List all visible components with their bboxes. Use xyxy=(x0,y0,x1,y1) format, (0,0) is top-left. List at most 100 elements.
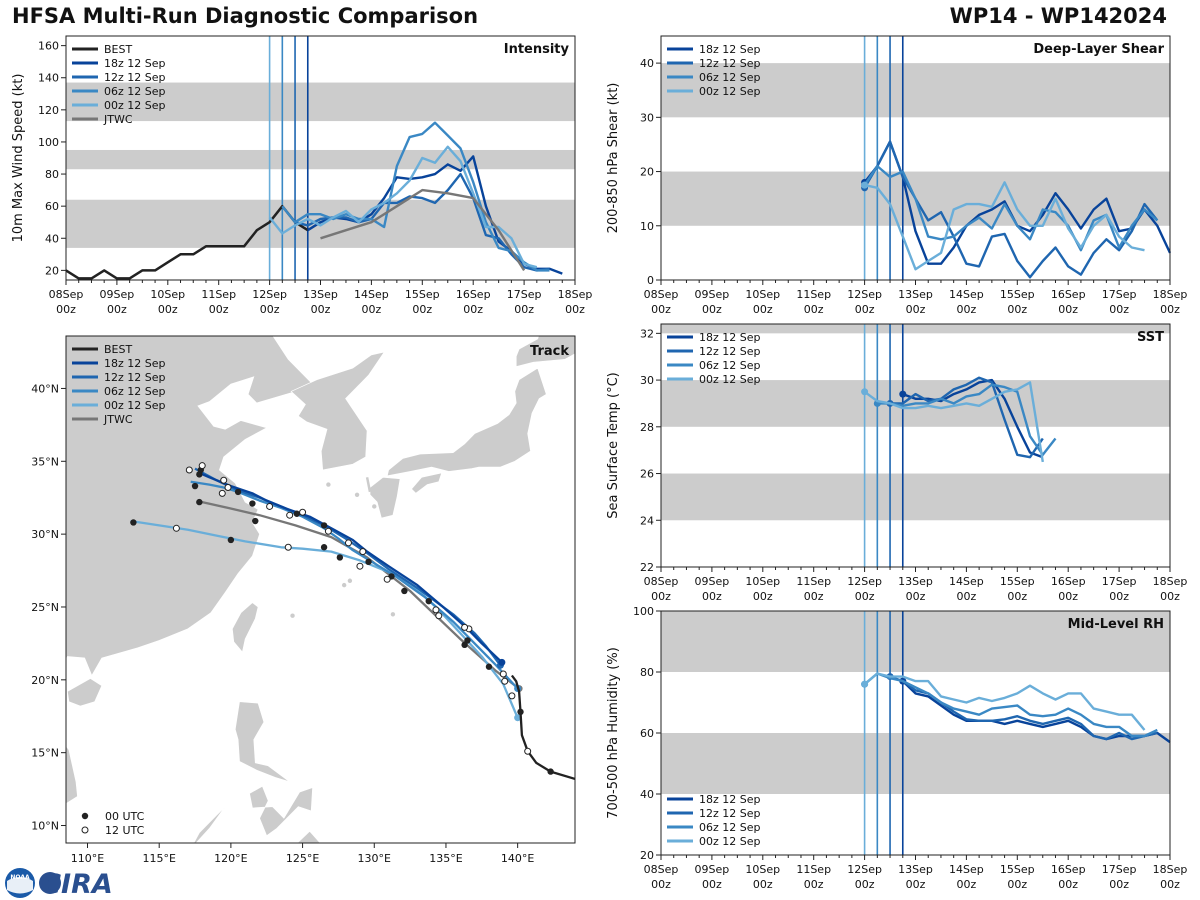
y-tick-label: 22 xyxy=(640,561,654,574)
x-tick-date: 15Sep xyxy=(405,288,440,301)
lat-tick-label: 25°N xyxy=(31,601,59,614)
x-tick-hour: 00z xyxy=(260,303,280,316)
x-tick-date: 11Sep xyxy=(796,863,831,876)
panel-title: Mid-Level RH xyxy=(1068,617,1164,632)
marker-00utc xyxy=(293,510,301,517)
x-tick-hour: 00z xyxy=(804,303,824,316)
marker-12utc xyxy=(299,508,307,516)
marker-12utc xyxy=(344,539,352,547)
legend-marker-12utc xyxy=(81,826,89,834)
small-island xyxy=(341,582,347,588)
y-axis-label: 10m Max Wind Speed (kt) xyxy=(11,74,26,243)
y-tick-label: 30 xyxy=(640,374,654,387)
lon-tick-label: 130°E xyxy=(358,852,391,865)
lon-tick-label: 110°E xyxy=(71,852,104,865)
x-tick-hour: 00z xyxy=(651,303,671,316)
x-tick-date: 18Sep xyxy=(1153,288,1188,301)
x-tick-date: 13Sep xyxy=(898,288,933,301)
mainland-china xyxy=(66,336,318,677)
honshu xyxy=(386,367,547,477)
y-tick-label: 28 xyxy=(640,421,654,434)
x-tick-hour: 00z xyxy=(56,303,76,316)
x-tick-date: 08Sep xyxy=(644,863,679,876)
marker-12utc xyxy=(324,527,332,535)
x-tick-date: 11Sep xyxy=(796,575,831,588)
lat-tick-label: 30°N xyxy=(31,528,59,541)
lat-tick-label: 20°N xyxy=(31,674,59,687)
x-tick-date: 18Sep xyxy=(1153,575,1188,588)
x-tick-hour: 00z xyxy=(906,590,926,603)
series-12z xyxy=(890,376,1044,459)
x-tick-hour: 00z xyxy=(412,303,432,316)
x-tick-hour: 00z xyxy=(1007,303,1027,316)
marker-00utc xyxy=(517,708,524,716)
y-tick-label: 32 xyxy=(640,327,654,340)
x-tick-date: 10Sep xyxy=(745,575,780,588)
legend-label: 12z 12 Sep xyxy=(104,71,166,84)
y-tick-label: 140 xyxy=(38,72,59,85)
panel-title: SST xyxy=(1137,330,1164,345)
series-JTWC xyxy=(320,188,526,272)
lat-tick-label: 40°N xyxy=(31,382,59,395)
rh-panel: 20 40 60 80 100 08Sep 00z 09Sep 00z 10Sep 00z 11Sep… xyxy=(606,605,1187,891)
y-tick-label: 60 xyxy=(45,200,59,213)
luzon xyxy=(234,701,290,783)
marker-12utc xyxy=(501,677,509,685)
legend-marker-00utc xyxy=(81,812,89,820)
legend-label: BEST xyxy=(104,343,132,356)
x-tick-hour: 00z xyxy=(1160,303,1180,316)
x-tick-date: 15Sep xyxy=(1000,288,1035,301)
small-island xyxy=(347,578,353,583)
marker-12utc xyxy=(356,562,364,570)
mindanao xyxy=(296,830,321,843)
lat-tick-label: 15°N xyxy=(31,747,59,760)
shikoku xyxy=(411,472,443,494)
map-frame xyxy=(65,335,576,844)
marker-12utc xyxy=(508,692,516,700)
x-tick-date: 13Sep xyxy=(898,863,933,876)
kyushu xyxy=(369,476,401,519)
x-tick-date: 16Sep xyxy=(1051,288,1086,301)
x-tick-date: 10Sep xyxy=(745,863,780,876)
x-tick-date: 12Sep xyxy=(847,288,882,301)
x-tick-date: 09Sep xyxy=(100,288,135,301)
marker-12utc xyxy=(286,511,294,519)
tsushima-island xyxy=(365,477,372,493)
y-axis-label: 700-500 hPa Humidity (%) xyxy=(606,647,621,819)
lat-tick-label: 10°N xyxy=(31,820,59,833)
marker-00utc xyxy=(196,498,203,506)
x-tick-date: 09Sep xyxy=(695,575,730,588)
band xyxy=(661,611,1170,672)
start-point xyxy=(899,390,907,398)
palawan xyxy=(193,806,226,843)
legend-label: 00z 12 Sep xyxy=(699,835,761,848)
taiwan xyxy=(231,602,259,653)
series-06z xyxy=(877,383,1057,456)
y-tick-label: 10 xyxy=(640,220,654,233)
x-tick-hour: 00z xyxy=(855,590,875,603)
cira-logo-text: CIRA xyxy=(41,869,113,900)
x-tick-hour: 00z xyxy=(362,303,382,316)
legend-label: 00 UTC xyxy=(105,810,145,823)
start-point xyxy=(861,388,869,396)
x-tick-date: 09Sep xyxy=(695,288,730,301)
y-tick-label: 80 xyxy=(640,666,654,679)
x-tick-date: 10Sep xyxy=(150,288,185,301)
legend-label: 06z 12 Sep xyxy=(699,359,761,372)
x-tick-date: 14Sep xyxy=(949,288,984,301)
x-tick-hour: 00z xyxy=(1058,590,1078,603)
y-tick-label: 20 xyxy=(640,849,654,862)
x-tick-hour: 00z xyxy=(1160,878,1180,891)
x-tick-hour: 00z xyxy=(957,590,977,603)
x-tick-date: 17Sep xyxy=(1102,863,1137,876)
indochina-coast xyxy=(66,745,78,806)
x-tick-date: 08Sep xyxy=(644,288,679,301)
panel-title: Deep-Layer Shear xyxy=(1033,42,1164,57)
y-tick-label: 24 xyxy=(640,514,654,527)
x-tick-hour: 00z xyxy=(1007,590,1027,603)
legend-label: 12 UTC xyxy=(105,824,145,837)
marker-00utc xyxy=(365,558,372,566)
track-panel: 110°E 115°E 120°E 125°E 130°E 135°E 140°E 10°N 1… xyxy=(31,335,576,865)
small-island xyxy=(354,492,360,498)
x-tick-hour: 00z xyxy=(957,303,977,316)
